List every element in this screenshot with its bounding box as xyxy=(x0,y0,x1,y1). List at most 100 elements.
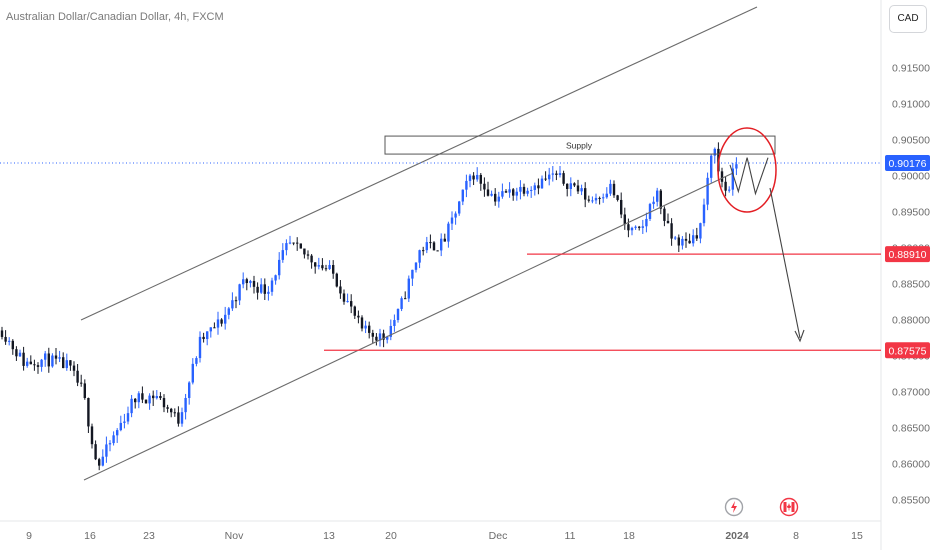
candle xyxy=(735,157,738,176)
candle xyxy=(76,363,79,387)
candle-body xyxy=(458,201,461,214)
time-tick-label: 15 xyxy=(851,530,863,542)
candle xyxy=(40,358,43,372)
candle xyxy=(389,319,392,341)
candle-body xyxy=(310,255,313,263)
candle-body xyxy=(551,173,554,175)
candle xyxy=(627,218,630,238)
candle-body xyxy=(436,250,439,252)
candle-body xyxy=(260,284,263,293)
candle-body xyxy=(702,204,706,224)
candle xyxy=(476,167,479,182)
level-price-badge[interactable] xyxy=(885,246,930,263)
candle xyxy=(342,289,346,305)
candle-body xyxy=(378,333,382,341)
candle-body xyxy=(54,355,58,359)
candle xyxy=(234,296,238,309)
candle xyxy=(62,352,65,369)
price-axis[interactable]: 0.915000.910000.905000.900000.895000.890… xyxy=(885,63,930,507)
candle-body xyxy=(486,189,490,196)
candle-body xyxy=(584,188,587,200)
time-axis[interactable]: 9 16 23 Nov 13 20 Dec 11 18 2024 8 15 xyxy=(26,530,863,542)
candle xyxy=(677,234,680,253)
candle-body xyxy=(328,265,331,269)
candle xyxy=(598,196,601,205)
channel-upper-line[interactable] xyxy=(80,6,758,321)
projection-arrow-line[interactable] xyxy=(769,187,801,339)
price-tick-label: 0.90500 xyxy=(892,135,930,147)
candle-body xyxy=(90,426,94,445)
channel-lower-line[interactable] xyxy=(83,172,734,481)
candle xyxy=(569,177,572,197)
candle xyxy=(108,440,112,452)
candle xyxy=(720,167,724,188)
candle-body xyxy=(0,330,4,337)
candle-body xyxy=(72,365,76,371)
candle xyxy=(29,355,32,365)
candle-body xyxy=(101,456,104,466)
candle xyxy=(170,407,173,418)
candle xyxy=(522,183,526,197)
candle-body xyxy=(587,199,590,201)
candle-body xyxy=(213,327,216,329)
currency-button[interactable]: CAD xyxy=(889,5,927,33)
candle xyxy=(339,280,342,299)
flag-right-band xyxy=(791,502,795,512)
candle xyxy=(472,172,475,186)
candle xyxy=(400,296,403,312)
candle xyxy=(414,262,418,273)
candle-body xyxy=(249,280,252,284)
level-price-badge[interactable] xyxy=(885,342,930,359)
candle xyxy=(123,413,126,429)
candle-body xyxy=(580,188,583,192)
candle-body xyxy=(65,360,68,369)
candle-body xyxy=(26,361,29,366)
candle xyxy=(584,182,587,208)
last-price-badge[interactable] xyxy=(885,155,930,171)
candle-body xyxy=(648,204,652,219)
candle xyxy=(134,397,137,409)
supply-zone-box[interactable] xyxy=(384,135,776,155)
event-marker-lightning-icon[interactable] xyxy=(724,495,744,519)
candle-body xyxy=(404,298,407,300)
candle xyxy=(371,329,374,343)
time-tick-label: 13 xyxy=(323,530,335,542)
time-tick-label: Nov xyxy=(225,530,244,542)
candle-body xyxy=(724,181,727,191)
time-tick-label: 11 xyxy=(565,530,576,542)
candle xyxy=(22,346,25,371)
candle xyxy=(346,293,349,303)
candle-body xyxy=(357,315,360,318)
time-tick-label: 8 xyxy=(793,530,799,542)
candle xyxy=(285,239,288,256)
candle xyxy=(126,406,130,425)
highlight-circle[interactable] xyxy=(717,127,777,213)
candle xyxy=(458,200,461,216)
candle-body xyxy=(281,250,284,260)
candle xyxy=(519,180,522,200)
candle-body xyxy=(659,190,662,209)
time-tick-label: 20 xyxy=(385,530,397,542)
candle xyxy=(83,379,86,400)
projected-zigzag-path[interactable] xyxy=(729,157,769,196)
candle-body xyxy=(609,183,612,194)
candle-body xyxy=(306,254,310,256)
event-marker-flag-icon[interactable] xyxy=(779,495,799,519)
drawings-layer[interactable]: Supply xyxy=(0,6,881,481)
candle xyxy=(483,177,486,197)
candle-body xyxy=(519,186,522,192)
candle xyxy=(224,306,227,330)
candle xyxy=(198,331,202,363)
candle xyxy=(641,219,644,234)
candle xyxy=(454,211,457,225)
candle xyxy=(666,213,670,224)
candle xyxy=(540,175,544,189)
candle-body xyxy=(177,412,180,424)
level-price-label: 0.88910 xyxy=(889,249,927,261)
candle xyxy=(260,278,263,294)
candle-body xyxy=(497,196,500,202)
candle-body xyxy=(450,217,454,224)
candle-body xyxy=(202,336,205,340)
